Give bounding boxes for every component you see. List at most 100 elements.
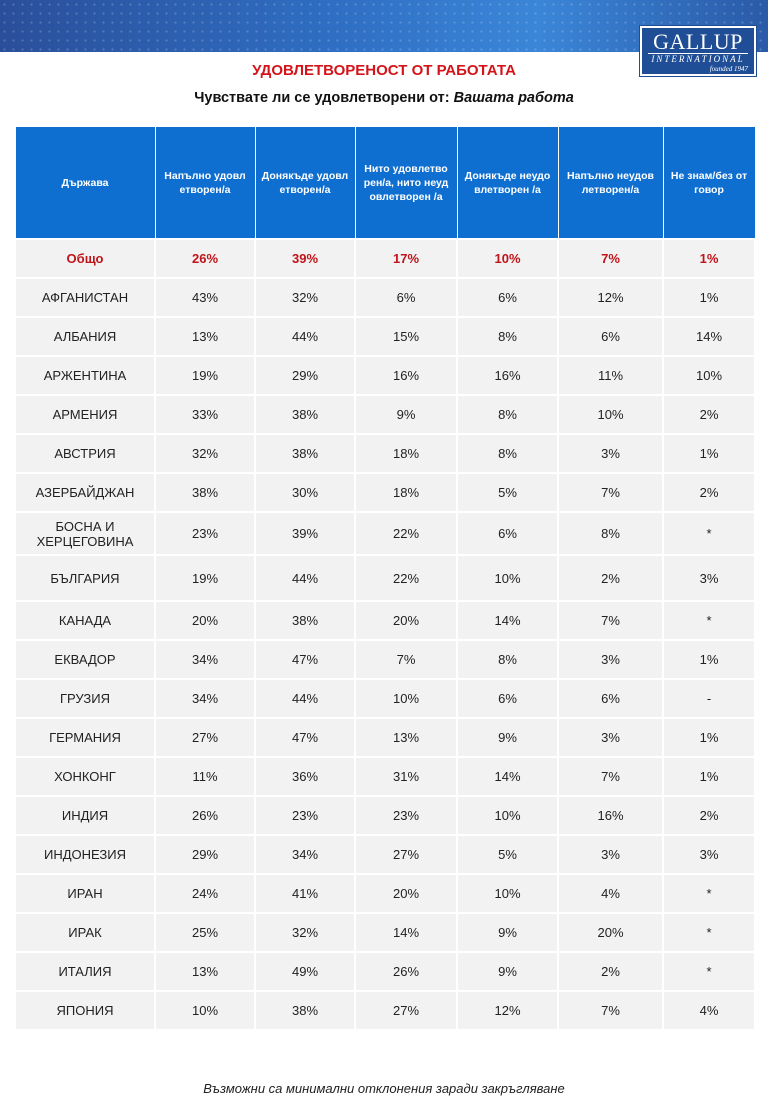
country-cell: АРМЕНИЯ [14,394,156,435]
value-cell: 24% [154,873,256,914]
value-cell: 14% [662,316,756,357]
value-cell: 17% [354,238,458,279]
country-row: ХОНКОНГ 11% 36% 31% 14% 7% 1% [14,756,756,797]
value-cell: 23% [154,511,256,556]
value-cell: 3% [557,834,664,875]
value-cell: 34% [254,834,356,875]
value-cell: 13% [354,717,458,758]
value-cell: 14% [354,912,458,953]
value-cell: 1% [662,639,756,680]
value-cell: 5% [456,472,559,513]
value-cell: 20% [154,600,256,641]
value-cell: 36% [254,756,356,797]
value-cell: 34% [154,678,256,719]
value-cell: 7% [557,756,664,797]
value-cell: 26% [154,795,256,836]
value-cell: 12% [456,990,559,1031]
value-cell: 25% [154,912,256,953]
value-cell: 44% [254,316,356,357]
value-cell: 29% [254,355,356,396]
logo-name: GALLUP [653,29,743,54]
value-cell: 20% [354,600,458,641]
value-cell: 38% [254,600,356,641]
value-cell: 3% [662,834,756,875]
header-row: Държава Напълно удовлетворен/а Донякъде уд… [14,126,756,240]
value-cell: 27% [354,990,458,1031]
value-cell: - [662,678,756,719]
value-cell: 23% [254,795,356,836]
country-cell: АФГАНИСТАН [14,277,156,318]
country-cell: ИНДИЯ [14,795,156,836]
value-cell: 8% [557,511,664,556]
country-row: АРЖЕНТИНА 19% 29% 16% 16% 11% 10% [14,355,756,396]
value-cell: * [662,511,756,556]
country-cell: БЪЛГАРИЯ [14,554,156,602]
value-cell: 2% [662,795,756,836]
value-cell: 39% [254,238,356,279]
country-row: АРМЕНИЯ 33% 38% 9% 8% 10% 2% [14,394,756,435]
country-cell: ИРАН [14,873,156,914]
country-cell: АЛБАНИЯ [14,316,156,357]
value-cell: 34% [154,639,256,680]
logo-founded: founded 1947 [709,65,748,73]
country-row: ИНДОНЕЗИЯ 29% 34% 27% 5% 3% 3% [14,834,756,875]
value-cell: 9% [456,912,559,953]
value-cell: 9% [354,394,458,435]
value-cell: 39% [254,511,356,556]
logo: GALLUP INTERNATIONAL founded 1947 [640,26,756,76]
country-cell: ХОНКОНГ [14,756,156,797]
value-cell: 32% [254,912,356,953]
country-row: ЕКВАДОР 34% 47% 7% 8% 3% 1% [14,639,756,680]
subtitle-lead: Чувствате ли се удовлетворени от: [194,90,450,106]
value-cell: 2% [557,554,664,602]
value-cell: 32% [254,277,356,318]
value-cell: 44% [254,678,356,719]
value-cell: 3% [557,433,664,474]
value-cell: 38% [154,472,256,513]
column-header: Нито удовлетворен/а, нито неудовлетворен… [354,126,458,240]
country-row: ИТАЛИЯ 13% 49% 26% 9% 2% * [14,951,756,992]
value-cell: 26% [154,238,256,279]
value-cell: 16% [557,795,664,836]
column-header: Донякъде удовлетворен/а [254,126,356,240]
country-cell: АРЖЕНТИНА [14,355,156,396]
total-row: Общо 26% 39% 17% 10% 7% 1% [14,238,756,279]
value-cell: 15% [354,316,458,357]
value-cell: 32% [154,433,256,474]
value-cell: 7% [557,238,664,279]
value-cell: 7% [557,990,664,1031]
value-cell: 7% [557,472,664,513]
value-cell: 18% [354,433,458,474]
column-header: Не знам/без отговор [662,126,756,240]
value-cell: 26% [354,951,458,992]
country-cell: ЕКВАДОР [14,639,156,680]
value-cell: 1% [662,238,756,279]
results-table: Държава Напълно удовлетворен/а Донякъде уд… [14,126,756,1031]
value-cell: 20% [557,912,664,953]
value-cell: 23% [354,795,458,836]
value-cell: 31% [354,756,458,797]
value-cell: 1% [662,717,756,758]
value-cell: 11% [557,355,664,396]
country-cell: ИНДОНЕЗИЯ [14,834,156,875]
country-row: ИРАН 24% 41% 20% 10% 4% * [14,873,756,914]
country-cell: АВСТРИЯ [14,433,156,474]
country-cell: ИРАК [14,912,156,953]
value-cell: 33% [154,394,256,435]
value-cell: 13% [154,951,256,992]
country-row: ИНДИЯ 26% 23% 23% 10% 16% 2% [14,795,756,836]
value-cell: 38% [254,394,356,435]
value-cell: 5% [456,834,559,875]
value-cell: 6% [456,678,559,719]
country-row: ЯПОНИЯ 10% 38% 27% 12% 7% 4% [14,990,756,1031]
value-cell: 10% [456,554,559,602]
value-cell: 38% [254,433,356,474]
value-cell: 2% [662,472,756,513]
value-cell: 29% [154,834,256,875]
value-cell: 6% [557,316,664,357]
value-cell: 10% [662,355,756,396]
country-row: АВСТРИЯ 32% 38% 18% 8% 3% 1% [14,433,756,474]
country-row: ГЕРМАНИЯ 27% 47% 13% 9% 3% 1% [14,717,756,758]
value-cell: 8% [456,394,559,435]
value-cell: 4% [662,990,756,1031]
